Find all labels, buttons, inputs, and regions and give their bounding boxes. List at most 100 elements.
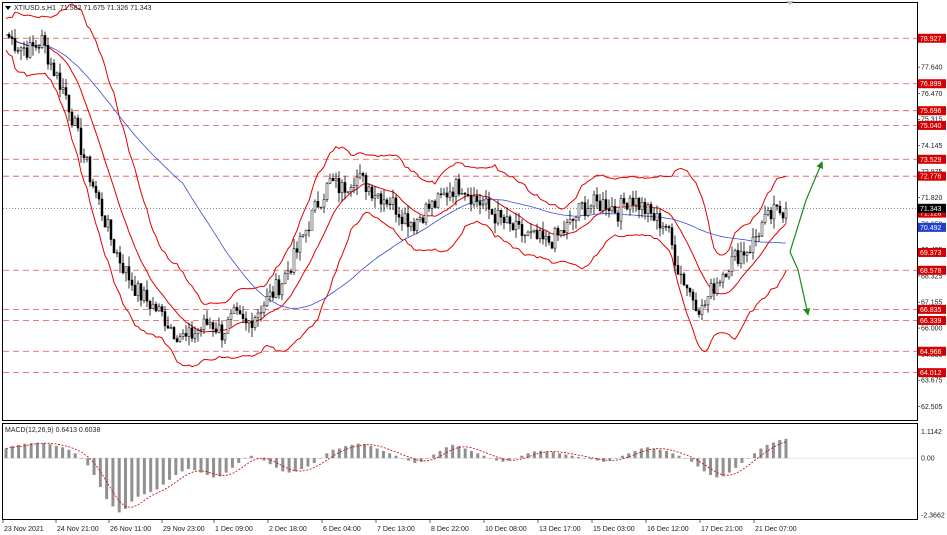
candle-body <box>727 271 731 278</box>
price-tick-label: 74.145 <box>921 143 943 150</box>
level-tag: 71.128 <box>920 211 942 218</box>
macd-bar <box>388 453 392 459</box>
candle-body <box>349 187 353 192</box>
candle-body <box>667 226 671 228</box>
candle-body <box>298 236 302 253</box>
candle-body <box>445 192 449 198</box>
macd-bar <box>457 446 461 459</box>
candle-body <box>781 212 785 219</box>
candle-body <box>88 156 92 183</box>
macd-bar <box>784 438 788 459</box>
macd-bar <box>771 442 775 459</box>
time-tick-label: 7 Dec 13:00 <box>377 526 415 533</box>
macd-panel-frame <box>2 423 918 520</box>
scroll-marker-icon[interactable] <box>786 1 794 5</box>
candle-body <box>343 182 347 193</box>
macd-bar <box>539 450 543 459</box>
candle-body <box>454 178 458 197</box>
candle-body <box>31 42 35 47</box>
time-tick-label: 1 Dec 09:00 <box>215 526 253 533</box>
macd-bar <box>620 455 624 459</box>
candle-body <box>697 310 701 315</box>
macd-indicator: 1.1142 0.00 -2.3662 <box>3 429 945 520</box>
candle-body <box>544 235 548 240</box>
symbol-label: XTIUSD.s,H1 <box>14 5 56 12</box>
macd-bar <box>4 448 8 459</box>
candle-body <box>649 204 653 214</box>
level-tag: 75.040 <box>920 123 942 130</box>
level-tag: 78.927 <box>920 36 942 43</box>
candle-body <box>433 200 437 208</box>
macd-bar <box>281 458 285 472</box>
macd-bar <box>243 458 247 459</box>
candle-body <box>685 284 689 289</box>
time-tick-label: 8 Dec 22:00 <box>431 526 469 533</box>
time-tick-label: 21 Dec 07:00 <box>755 526 797 533</box>
time-tick-label: 15 Dec 03:00 <box>593 526 635 533</box>
candle-body <box>265 296 269 306</box>
candle-body <box>412 222 416 231</box>
candle-body <box>52 62 56 76</box>
macd-bar <box>545 451 549 459</box>
level-tag-bg <box>918 208 946 218</box>
macd-bar <box>614 458 618 459</box>
candle-body <box>271 291 275 298</box>
macd-bar <box>193 458 197 471</box>
candle-body <box>184 333 188 337</box>
bollinger-middle <box>5 33 787 333</box>
dropdown-triangle-icon[interactable] <box>5 6 11 10</box>
candle-body <box>541 230 545 240</box>
candle-body <box>142 289 146 301</box>
current-price-tag-bg <box>918 203 946 213</box>
macd-bar <box>709 458 713 476</box>
level-tag: 64.012 <box>920 370 942 377</box>
candle-body <box>187 327 191 337</box>
macd-bar <box>54 446 58 459</box>
candle-body <box>115 252 119 254</box>
macd-bar <box>35 442 39 459</box>
macd-bar <box>482 455 486 459</box>
candle-body <box>586 208 590 216</box>
candle-body <box>505 216 509 223</box>
candle-body <box>79 127 83 155</box>
candle-body <box>226 319 230 334</box>
candle-body <box>568 219 572 223</box>
candle-body <box>25 47 29 58</box>
price-tick-label: 63.675 <box>921 378 943 385</box>
level-tag-bg <box>918 315 946 325</box>
macd-bar <box>488 458 492 459</box>
macd-bar <box>495 458 499 461</box>
macd-bar <box>721 458 725 477</box>
bollinger-lower <box>5 49 787 368</box>
macd-bar <box>42 443 46 459</box>
candle-body <box>583 202 587 216</box>
time-tick-label: 29 Nov 23:00 <box>163 526 205 533</box>
candle-body <box>241 313 245 319</box>
candle-body <box>670 227 674 246</box>
candle-body <box>709 283 713 297</box>
candle-body <box>151 303 155 309</box>
price-tick-label: 67.155 <box>921 300 943 307</box>
candle-body <box>43 35 47 46</box>
candle-body <box>415 219 419 231</box>
candle-body <box>661 226 665 229</box>
candle-body <box>55 72 59 76</box>
candle-body <box>463 193 467 195</box>
candle-body <box>631 197 635 206</box>
candle-body <box>211 322 215 330</box>
macd-bar <box>595 458 599 461</box>
level-tag-bg <box>918 265 946 275</box>
candle-body <box>85 156 89 158</box>
macd-bar <box>174 458 178 476</box>
level-tag: 73.529 <box>920 157 942 164</box>
macd-bar <box>180 458 184 472</box>
candle-body <box>511 223 515 230</box>
candle-body <box>730 255 734 272</box>
candle-body <box>739 251 743 264</box>
candle-body <box>217 324 221 333</box>
macd-bar <box>608 458 612 461</box>
macd-bar <box>319 458 323 459</box>
time-tick-label: 16 Dec 12:00 <box>647 526 689 533</box>
candle-body <box>292 248 296 273</box>
